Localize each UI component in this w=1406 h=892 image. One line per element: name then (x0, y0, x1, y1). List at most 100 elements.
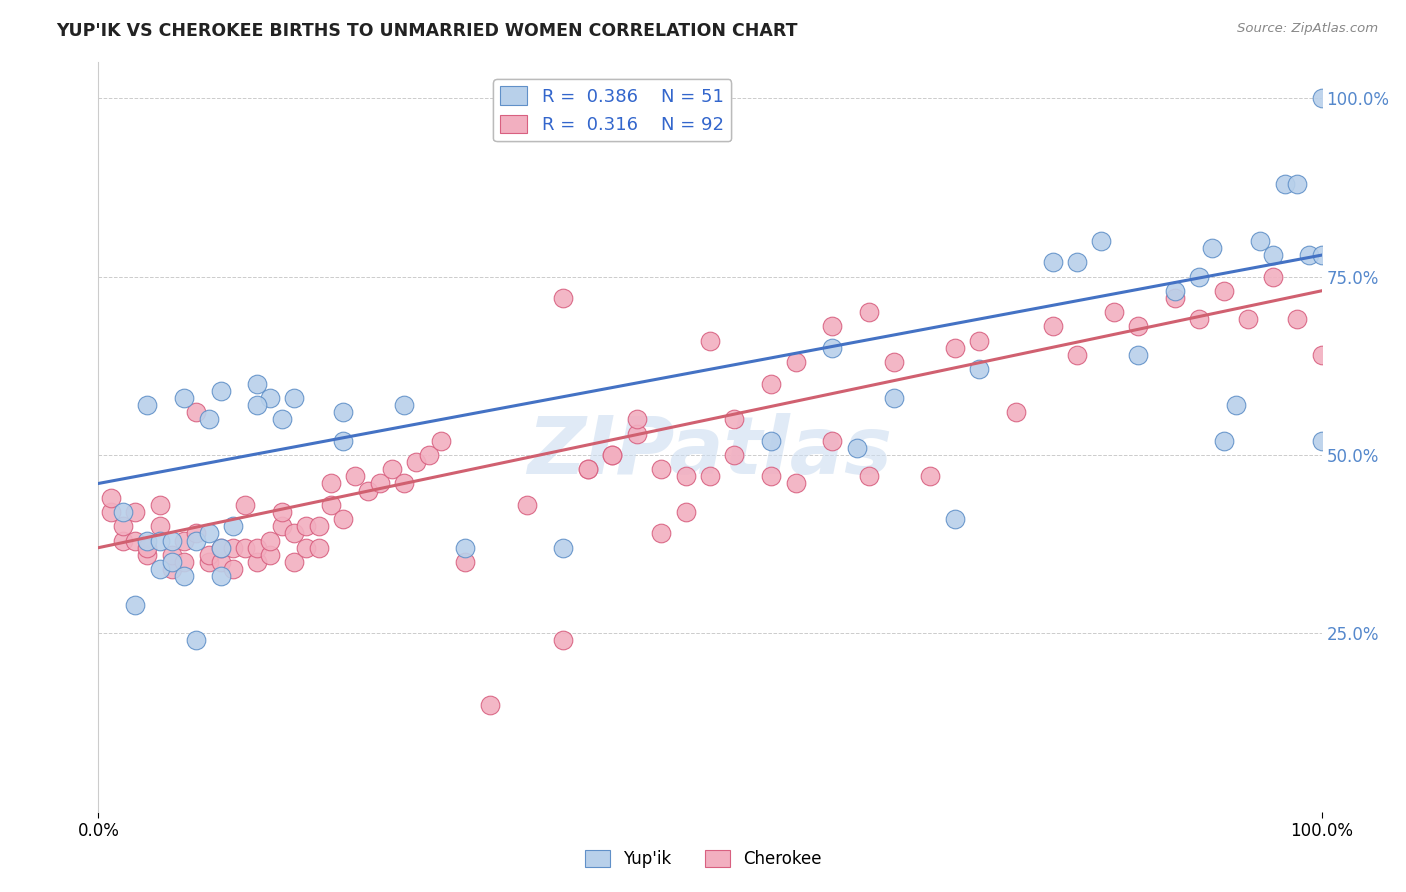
Point (209, 569, 232, 583)
Point (283, 526, 305, 541)
Point (785, 355, 807, 369)
Point (785, 476, 807, 491)
Point (761, 469, 783, 483)
Point (295, 519, 318, 533)
Text: YUP'IK VS CHEROKEE BIRTHS TO UNMARRIED WOMEN CORRELATION CHART: YUP'IK VS CHEROKEE BIRTHS TO UNMARRIED W… (56, 22, 797, 40)
Legend: Yup'ik, Cherokee: Yup'ik, Cherokee (578, 843, 828, 875)
Point (600, 448, 623, 462)
Point (197, 555, 219, 569)
Point (1237, 312, 1260, 326)
Point (186, 405, 208, 419)
Point (650, 462, 672, 476)
Point (650, 526, 672, 541)
Point (1128, 348, 1150, 362)
Point (124, 598, 146, 612)
Point (1286, 312, 1309, 326)
Point (186, 526, 208, 541)
Point (209, 555, 232, 569)
Point (246, 376, 269, 391)
Point (246, 555, 269, 569)
Point (222, 541, 245, 555)
Point (233, 498, 256, 512)
Point (173, 391, 195, 405)
Point (149, 562, 172, 576)
Point (392, 398, 416, 412)
Point (222, 562, 245, 576)
Point (149, 498, 172, 512)
Point (405, 455, 427, 469)
Point (418, 448, 440, 462)
Point (186, 633, 208, 648)
Point (124, 533, 146, 548)
Point (553, 541, 575, 555)
Point (761, 376, 783, 391)
Point (454, 555, 477, 569)
Point (943, 341, 966, 355)
Point (626, 412, 648, 426)
Text: ZIPatlas: ZIPatlas (527, 413, 893, 491)
Point (920, 469, 942, 483)
Point (1164, 284, 1187, 298)
Point (821, 319, 844, 334)
Point (332, 512, 354, 526)
Point (1066, 255, 1088, 269)
Point (308, 541, 330, 555)
Point (160, 562, 183, 576)
Point (259, 391, 281, 405)
Point (723, 412, 745, 426)
Point (283, 391, 305, 405)
Point (883, 391, 905, 405)
Point (967, 334, 990, 348)
Point (381, 462, 404, 476)
Point (111, 519, 134, 533)
Point (1042, 255, 1064, 269)
Point (430, 434, 453, 448)
Point (675, 469, 697, 483)
Point (821, 434, 844, 448)
Point (160, 548, 183, 562)
Point (1274, 177, 1296, 191)
Point (160, 533, 183, 548)
Point (173, 555, 195, 569)
Point (1188, 312, 1211, 326)
Point (308, 519, 330, 533)
Point (761, 434, 783, 448)
Point (600, 448, 623, 462)
Point (136, 398, 159, 412)
Point (1066, 348, 1088, 362)
Point (1225, 398, 1247, 412)
Point (699, 334, 721, 348)
Point (1249, 234, 1271, 248)
Point (160, 555, 183, 569)
Point (454, 541, 477, 555)
Point (1310, 434, 1333, 448)
Point (332, 405, 354, 419)
Point (1212, 284, 1234, 298)
Point (1201, 241, 1223, 255)
Point (1261, 269, 1284, 284)
Point (515, 498, 537, 512)
Point (858, 305, 880, 319)
Point (295, 541, 318, 555)
Point (111, 533, 134, 548)
Point (259, 533, 281, 548)
Point (319, 476, 342, 491)
Point (553, 633, 575, 648)
Point (136, 533, 159, 548)
Point (173, 533, 195, 548)
Point (821, 341, 844, 355)
Text: Source: ZipAtlas.com: Source: ZipAtlas.com (1237, 22, 1378, 36)
Point (270, 412, 294, 426)
Point (1298, 248, 1320, 262)
Point (283, 555, 305, 569)
Point (553, 291, 575, 305)
Point (1188, 269, 1211, 284)
Point (392, 476, 416, 491)
Point (699, 469, 721, 483)
Point (1310, 91, 1333, 105)
Point (883, 355, 905, 369)
Point (626, 426, 648, 441)
Point (100, 505, 122, 519)
Point (1102, 305, 1125, 319)
Point (1261, 248, 1284, 262)
